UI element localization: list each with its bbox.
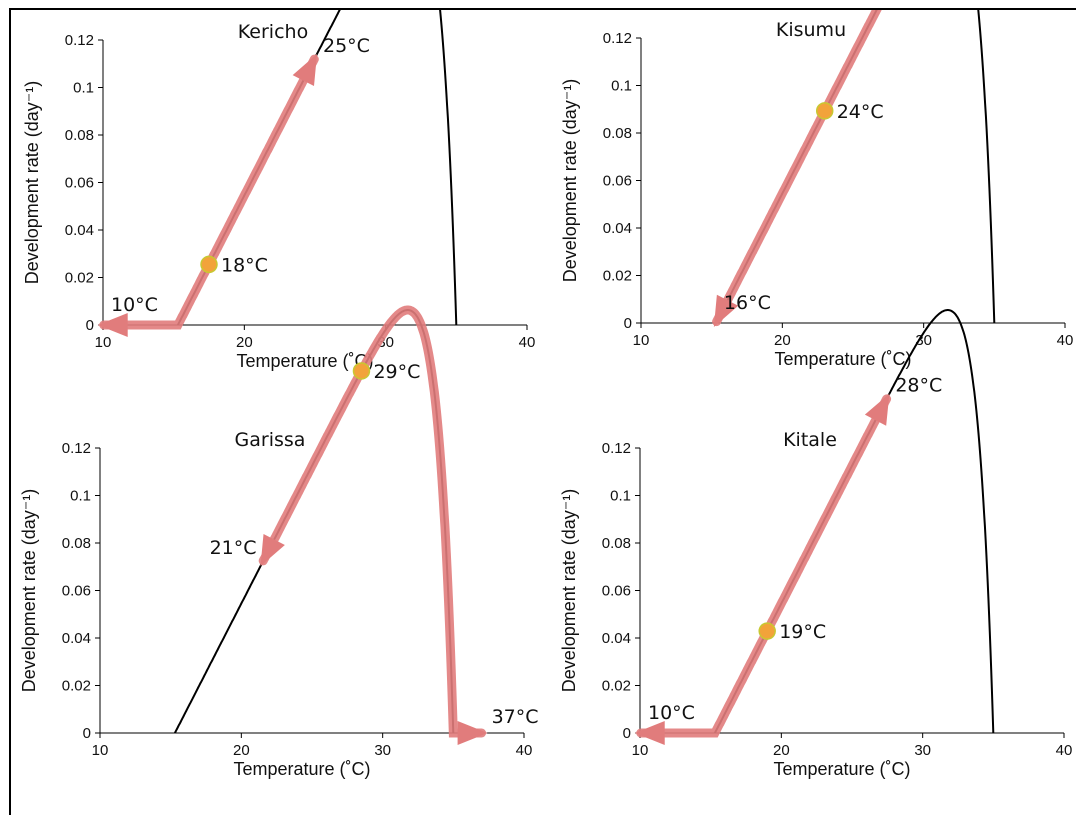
arrow-label: 28°C	[895, 375, 942, 397]
point-label: 29°C	[373, 361, 420, 383]
y-tick-label: 0.04	[602, 630, 631, 647]
y-axis-label: Development rate (day⁻¹)	[22, 81, 42, 285]
chart-title: Kericho	[238, 21, 308, 43]
x-axis-label: Temperature (˚C)	[773, 759, 910, 779]
y-tick-label: 0.02	[65, 270, 94, 287]
figure: 0 0.02 0.04 0.06 0.08 0.1 0.12 10 20 30 40 Temperat…	[9, 8, 1076, 815]
x-tick-label: 20	[236, 334, 253, 351]
y-axis-label: Development rate (day⁻¹)	[19, 489, 39, 693]
x-tick-label: 40	[519, 334, 536, 351]
current-temperature-point	[352, 362, 371, 380]
range-arrow	[258, 366, 366, 566]
y-tick-label: 0.1	[73, 80, 94, 97]
range-arrow	[820, 10, 882, 116]
y-tick-label: 0.12	[65, 32, 94, 49]
x-tick-label: 10	[92, 742, 109, 759]
x-tick-label: 30	[374, 742, 391, 759]
chart-panel-2: 0 0.02 0.04 0.06 0.08 0.1 0.12 10 20 30 40 Temperat…	[560, 10, 1073, 369]
range-arrow-head	[260, 533, 285, 567]
y-tick-label: 0.02	[602, 678, 631, 695]
y-tick-label: 0	[623, 725, 631, 742]
x-axis-label: Temperature (˚C)	[774, 349, 911, 369]
x-tick-label: 40	[1057, 332, 1074, 349]
y-tick-label: 0.08	[65, 127, 94, 144]
y-axis-label: Development rate (day⁻¹)	[559, 489, 579, 693]
x-tick-label: 20	[773, 742, 790, 759]
y-tick-label: 0.04	[65, 222, 94, 239]
current-temperature-point	[200, 255, 218, 274]
chart-panel-4: 0 0.02 0.04 0.06 0.08 0.1 0.12 10 20 30 40 Temperat…	[559, 309, 1073, 779]
x-tick-label: 20	[774, 332, 791, 349]
arrow-label: 10°C	[111, 294, 158, 316]
chart-canvas: 0 0.02 0.04 0.06 0.08 0.1 0.12 10 20 30 40 Temperat…	[19, 10, 1073, 779]
x-tick-label: 30	[915, 332, 932, 349]
y-tick-label: 0.06	[602, 583, 631, 600]
x-axis-label: Temperature (˚C)	[233, 759, 370, 779]
y-tick-label: 0	[624, 315, 632, 332]
current-temperature-point	[815, 102, 834, 120]
chart-title: Kisumu	[776, 19, 846, 41]
arrow-label: 10°C	[648, 702, 695, 724]
chart-title: Kitale	[783, 429, 837, 451]
x-tick-label: 10	[632, 742, 649, 759]
x-tick-label: 10	[95, 334, 112, 351]
arrow-label: 37°C	[492, 706, 539, 728]
arrow-label: 21°C	[210, 537, 257, 559]
x-tick-label: 40	[516, 742, 533, 759]
range-arrow-head	[634, 721, 665, 745]
y-tick-label: 0.12	[62, 440, 91, 457]
y-tick-label: 0.1	[611, 78, 632, 95]
range-arrow-head	[713, 294, 739, 327]
y-tick-label: 0.08	[602, 535, 631, 552]
y-tick-label: 0	[86, 317, 94, 334]
y-tick-label: 0.12	[602, 440, 631, 457]
y-tick-label: 0.02	[62, 678, 91, 695]
y-tick-label: 0.06	[62, 583, 91, 600]
y-tick-label: 0.08	[603, 125, 632, 142]
point-label: 18°C	[221, 254, 268, 276]
range-arrow-head	[292, 53, 318, 87]
y-axis-label: Development rate (day⁻¹)	[560, 79, 580, 283]
range-arrow-head	[864, 393, 890, 426]
arrow-label: 25°C	[323, 35, 370, 57]
y-tick-label: 0.08	[62, 535, 91, 552]
development-rate-curve	[714, 309, 995, 734]
x-tick-label: 20	[233, 742, 250, 759]
point-label: 19°C	[779, 621, 826, 643]
range-arrow	[762, 394, 892, 636]
y-tick-label: 0.1	[70, 488, 91, 505]
y-tick-label: 0.02	[603, 268, 632, 285]
y-tick-label: 0	[83, 725, 91, 742]
current-temperature-point	[758, 622, 776, 640]
x-tick-label: 30	[914, 742, 931, 759]
y-tick-label: 0.04	[62, 630, 91, 647]
point-label: 24°C	[837, 101, 884, 123]
y-tick-label: 0.04	[603, 220, 632, 237]
range-arrow-head	[97, 313, 128, 337]
range-arrow	[204, 54, 319, 269]
y-tick-label: 0.1	[610, 488, 631, 505]
range-arrow-head	[457, 721, 488, 745]
y-tick-label: 0.06	[65, 175, 94, 192]
x-axis-label: Temperature (˚C)	[236, 351, 373, 371]
y-tick-label: 0.12	[603, 30, 632, 47]
x-tick-label: 10	[633, 332, 650, 349]
arrow-label: 16°C	[724, 292, 771, 314]
x-tick-label: 40	[1056, 742, 1073, 759]
chart-panel-3: 0 0.02 0.04 0.06 0.08 0.1 0.12 10 20 30 40 Temperat…	[19, 305, 539, 779]
chart-title: Garissa	[235, 429, 306, 451]
range-arrow	[712, 106, 830, 327]
y-tick-label: 0.06	[603, 173, 632, 190]
